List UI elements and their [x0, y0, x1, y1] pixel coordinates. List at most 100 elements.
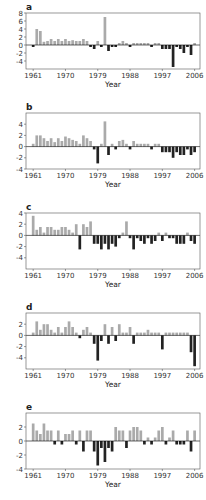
x-tick	[130, 169, 131, 171]
bar	[104, 235, 107, 243]
bar	[172, 235, 175, 238]
bar	[122, 41, 125, 45]
x-tick	[97, 469, 98, 471]
bar	[89, 333, 92, 336]
bar	[39, 434, 42, 441]
bar	[118, 235, 121, 238]
x-tick	[162, 69, 163, 71]
panel: c-4-2024196119701979198819972006Year	[16, 202, 204, 289]
bar	[104, 441, 107, 462]
x-tick	[162, 469, 163, 471]
y-tick	[24, 346, 26, 347]
x-tick-label: 1988	[121, 472, 139, 480]
bar	[71, 40, 74, 45]
bar	[35, 29, 38, 45]
bar	[71, 233, 74, 236]
zero-line	[26, 146, 200, 147]
bar	[96, 147, 99, 164]
x-tick-label: 1961	[24, 372, 42, 380]
y-tick	[24, 37, 26, 38]
bar	[57, 39, 60, 45]
bar	[161, 147, 164, 153]
bar	[43, 324, 46, 335]
panel-label: a	[26, 2, 32, 12]
x-axis-label: Year	[104, 80, 122, 89]
bar	[96, 41, 99, 45]
bar	[190, 235, 193, 241]
y-tick-label: 2	[19, 424, 23, 432]
panel: b-4-2024196119701979198819972006Year	[16, 102, 204, 189]
x-tick	[65, 169, 66, 171]
x-tick	[65, 269, 66, 271]
bar	[118, 431, 121, 442]
y-tick	[24, 135, 26, 136]
bar	[64, 227, 67, 235]
bar	[35, 431, 38, 442]
bar	[64, 327, 67, 335]
bar	[86, 227, 89, 235]
x-tick-label: 1988	[121, 272, 139, 280]
bar	[147, 438, 150, 442]
bar	[136, 235, 139, 238]
bar	[39, 135, 42, 146]
y-tick-label: -2	[16, 452, 23, 460]
bar	[186, 147, 189, 150]
figure: a-4-202468196119701979198819972006Yearb-…	[0, 0, 206, 500]
y-tick	[24, 224, 26, 225]
y-tick	[24, 13, 26, 14]
bar	[136, 333, 139, 336]
bar	[61, 333, 64, 336]
bar	[68, 138, 71, 146]
panel-label: e	[26, 402, 32, 412]
bar	[39, 330, 42, 336]
bar	[161, 427, 164, 441]
x-tick-label: 1979	[89, 172, 107, 180]
bar	[186, 233, 189, 236]
bars	[26, 121, 200, 163]
bar	[114, 147, 117, 150]
bar	[179, 147, 182, 155]
bar	[132, 235, 135, 249]
bar	[132, 427, 135, 441]
bar	[46, 431, 49, 442]
bar	[100, 235, 103, 249]
bar	[96, 335, 99, 360]
bar	[107, 235, 110, 249]
bar	[93, 45, 96, 49]
bar	[78, 41, 81, 45]
x-tick	[130, 269, 131, 271]
x-tick	[194, 369, 195, 371]
bar	[39, 31, 42, 45]
x-axis-label: Year	[104, 480, 122, 489]
x-tick-label: 1979	[89, 472, 107, 480]
bar	[107, 441, 110, 448]
x-tick-label: 1979	[89, 72, 107, 80]
bar	[75, 441, 78, 445]
bar	[53, 333, 56, 336]
bar	[132, 335, 135, 343]
bar	[154, 438, 157, 442]
bar	[150, 147, 153, 150]
bar	[161, 45, 164, 49]
bar	[125, 221, 128, 235]
zero-line	[26, 45, 200, 46]
bars	[26, 17, 200, 67]
x-tick	[33, 469, 34, 471]
bar	[175, 147, 178, 153]
y-tick-label: -2	[16, 50, 23, 58]
y-tick-label: 0	[19, 143, 23, 151]
bar	[104, 121, 107, 146]
bar	[154, 235, 157, 241]
bar	[129, 147, 132, 150]
x-tick-label: 1970	[57, 472, 75, 480]
bar	[129, 431, 132, 442]
bar	[143, 144, 146, 147]
bar	[193, 431, 196, 442]
y-tick	[24, 45, 26, 46]
y-tick	[24, 61, 26, 62]
y-tick-label: 4	[19, 26, 24, 34]
y-tick	[24, 357, 26, 358]
x-tick	[33, 69, 34, 71]
bar	[139, 431, 142, 442]
x-tick-label: 1979	[89, 372, 107, 380]
